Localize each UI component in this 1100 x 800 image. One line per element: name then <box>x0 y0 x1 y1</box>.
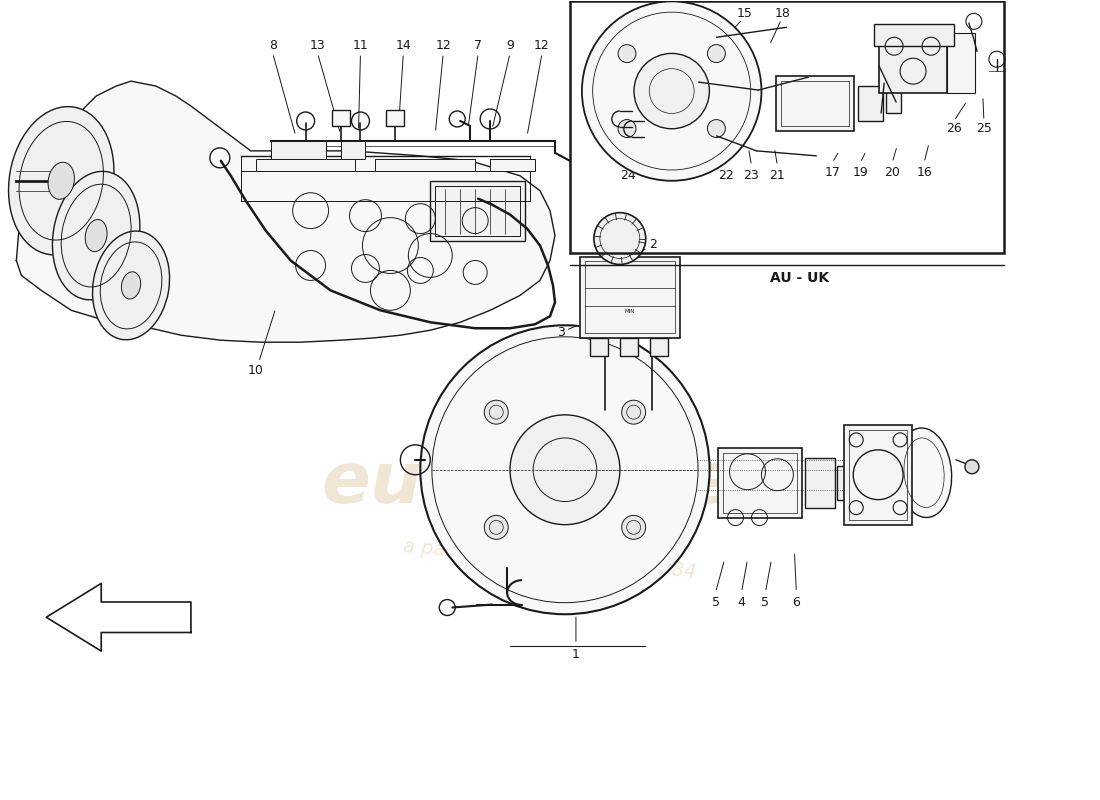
Ellipse shape <box>121 272 141 299</box>
Bar <box>874 24 954 46</box>
Bar <box>375 159 475 170</box>
Bar <box>845 425 912 525</box>
Text: a passion for parts since 1984: a passion for parts since 1984 <box>403 537 697 582</box>
Text: 12: 12 <box>436 38 451 52</box>
Circle shape <box>621 400 646 424</box>
Text: 17: 17 <box>824 166 840 179</box>
Text: 15: 15 <box>737 7 752 20</box>
Circle shape <box>484 515 508 539</box>
Circle shape <box>582 2 761 181</box>
Circle shape <box>420 326 710 614</box>
Bar <box>879 34 947 93</box>
Circle shape <box>634 54 710 129</box>
Bar <box>858 86 883 121</box>
Bar <box>491 159 535 170</box>
Bar <box>619 338 638 356</box>
Bar <box>650 338 668 356</box>
Text: 21: 21 <box>770 170 785 182</box>
Text: MIN: MIN <box>625 310 635 314</box>
Circle shape <box>618 45 636 62</box>
Bar <box>887 91 901 113</box>
Circle shape <box>707 119 725 138</box>
Text: 19: 19 <box>852 166 868 179</box>
Bar <box>590 338 608 356</box>
Text: 1: 1 <box>572 648 580 661</box>
Ellipse shape <box>85 219 107 252</box>
Ellipse shape <box>48 162 75 199</box>
Text: 4: 4 <box>738 596 746 609</box>
Ellipse shape <box>53 171 140 300</box>
Text: 11: 11 <box>353 38 369 52</box>
Text: 2: 2 <box>649 238 657 251</box>
Text: 24: 24 <box>620 170 636 182</box>
Text: 13: 13 <box>310 38 326 52</box>
Text: 10: 10 <box>248 364 264 377</box>
Bar <box>331 110 350 126</box>
Circle shape <box>484 400 508 424</box>
Bar <box>805 458 835 508</box>
Bar <box>837 466 857 500</box>
Polygon shape <box>16 81 556 342</box>
Circle shape <box>621 515 646 539</box>
Bar <box>430 181 525 241</box>
Text: 6: 6 <box>792 596 801 609</box>
Bar <box>947 34 975 93</box>
Text: 3: 3 <box>557 326 565 338</box>
Text: 9: 9 <box>506 38 514 52</box>
Bar <box>436 186 520 235</box>
Circle shape <box>618 119 636 138</box>
Bar <box>723 453 798 513</box>
Text: 18: 18 <box>774 7 790 20</box>
Bar <box>585 262 674 334</box>
Text: eurospares: eurospares <box>321 450 779 518</box>
Text: 26: 26 <box>946 122 961 135</box>
Circle shape <box>965 460 979 474</box>
Bar <box>341 141 365 159</box>
Text: 8: 8 <box>268 38 277 52</box>
Ellipse shape <box>9 106 114 255</box>
Text: 16: 16 <box>916 166 932 179</box>
Text: 5: 5 <box>712 596 719 609</box>
Text: 22: 22 <box>717 170 734 182</box>
Text: 23: 23 <box>744 170 759 182</box>
Bar <box>849 430 908 519</box>
Text: AU - UK: AU - UK <box>770 271 829 286</box>
Polygon shape <box>46 583 191 651</box>
Bar <box>255 159 355 170</box>
Ellipse shape <box>896 428 951 518</box>
Circle shape <box>510 415 620 525</box>
Ellipse shape <box>92 231 169 340</box>
Text: 5: 5 <box>761 596 770 609</box>
Bar <box>717 448 802 518</box>
Text: 25: 25 <box>976 122 992 135</box>
Text: 7: 7 <box>474 38 482 52</box>
Text: 20: 20 <box>884 166 900 179</box>
Text: 14: 14 <box>396 38 411 52</box>
Circle shape <box>707 45 725 62</box>
Bar <box>777 76 855 131</box>
Bar <box>580 257 680 338</box>
Bar <box>781 81 849 126</box>
Text: 12: 12 <box>535 38 550 52</box>
Bar <box>271 141 326 159</box>
Bar <box>386 110 405 126</box>
Bar <box>570 2 1004 253</box>
Circle shape <box>594 213 646 265</box>
